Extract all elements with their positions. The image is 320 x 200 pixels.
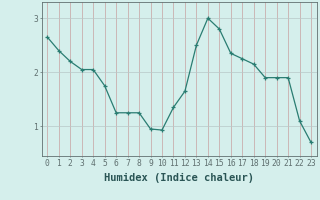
X-axis label: Humidex (Indice chaleur): Humidex (Indice chaleur) [104, 173, 254, 183]
